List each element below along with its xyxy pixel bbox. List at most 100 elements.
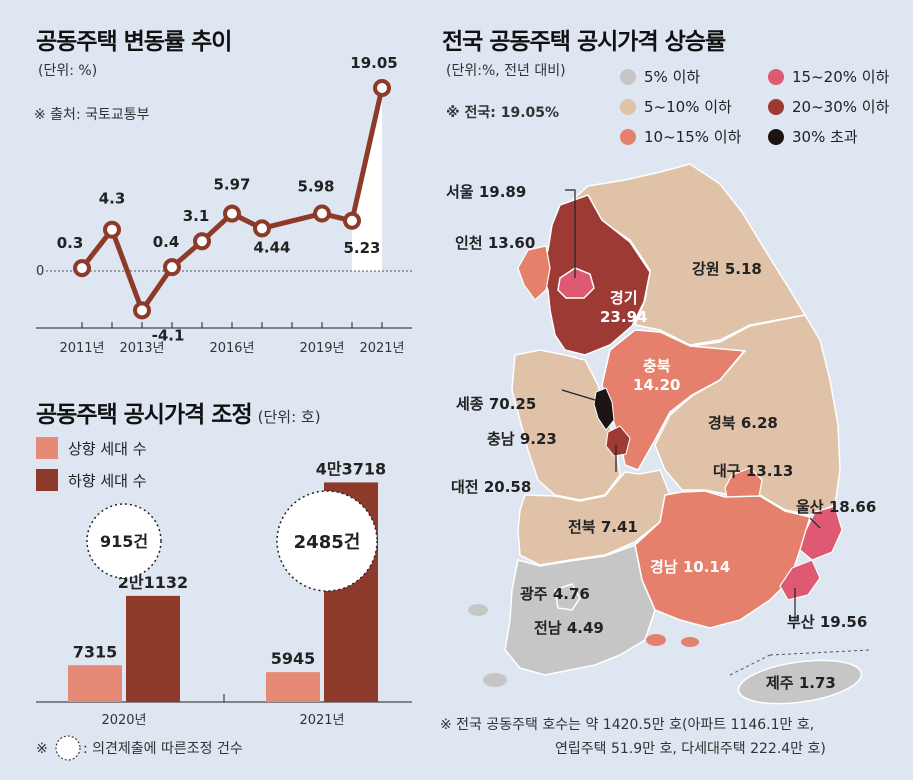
label-gyeongnam: 경남 10.14 <box>650 558 731 576</box>
map-footnote-1: ※ 전국 공동주택 호수는 약 1420.5만 호(아파트 1146.1만 호, <box>440 717 815 733</box>
trend-value-label: -4.1 <box>152 326 185 344</box>
map-legend-3: 20~30% 이하 <box>768 96 889 117</box>
trend-point <box>253 219 271 238</box>
map-unit: (단위:%, 전년 대비) <box>446 63 566 79</box>
region-chungbuk <box>601 329 747 471</box>
adjust-footnote-text: : 의견제출에 따른조정 건수 <box>83 741 243 757</box>
label-chungnam: 충남 9.23 <box>487 430 557 448</box>
label-sejong: 세종 70.25 <box>456 395 537 413</box>
map-legend-5: 30% 초과 <box>768 126 858 147</box>
region-seoul <box>557 267 595 299</box>
korea-map <box>468 163 871 705</box>
label-gyeongbuk: 경북 6.28 <box>708 414 778 432</box>
label-incheon: 인천 13.60 <box>455 234 536 252</box>
island-3 <box>646 634 666 646</box>
trend-point <box>223 204 241 223</box>
trend-value-label: 5.98 <box>297 178 334 196</box>
trend-source: ※ 출처: 국토교통부 <box>34 107 150 123</box>
bubble-2021-label: 2485건 <box>294 532 361 553</box>
label-gyeonggi: 경기 23.94 <box>600 287 647 326</box>
trend-value-label: 4.3 <box>99 190 126 208</box>
label-gangwon: 강원 5.18 <box>692 260 762 278</box>
map-legend-5-swatch <box>768 128 784 145</box>
map-legend-3-swatch <box>768 98 784 115</box>
trend-value-label: 0.3 <box>57 234 84 252</box>
trend-title: 공동주택 변동률 추이 <box>36 29 232 55</box>
bar-value-label: 4만3718 <box>316 459 386 478</box>
region-gyeongbuk <box>654 314 841 516</box>
trend-point <box>373 79 391 97</box>
region-chungnam <box>511 349 621 501</box>
trend-x-tick-label: 2013년 <box>119 341 164 356</box>
map-legend-0-label: 5% 이하 <box>644 68 701 86</box>
map-legend-4-label: 10~15% 이하 <box>644 128 742 146</box>
trend-value-label: 4.44 <box>253 238 290 256</box>
region-ulsan <box>799 505 843 561</box>
trend-point <box>133 301 151 320</box>
legend-down-swatch <box>36 469 58 491</box>
map-legend-4-swatch <box>620 128 636 145</box>
trend-point <box>73 259 91 278</box>
bar-up <box>266 672 320 702</box>
map-legend-2-label: 5~10% 이하 <box>644 98 732 116</box>
label-busan: 부산 19.56 <box>787 613 868 631</box>
trend-x-tick-label: 2016년 <box>209 341 254 356</box>
island-2 <box>483 673 507 687</box>
map-national: ※ 전국: 19.05% <box>446 105 560 121</box>
legend-down: 하향 세대 수 <box>36 469 147 491</box>
ulsan-leader <box>809 517 821 529</box>
trend-value-label: 3.1 <box>183 207 210 225</box>
jeju-inset-line-2 <box>769 649 871 656</box>
label-gyeonggi-name: 경기 <box>609 289 638 307</box>
trend-zero-label: 0 <box>36 264 44 279</box>
legend-up: 상향 세대 수 <box>36 437 147 459</box>
footnote-bubble-icon <box>55 735 81 761</box>
map-title: 전국 공동주택 공시가격 상승률 <box>442 29 726 55</box>
trend-line <box>80 87 385 313</box>
map-legend-5-label: 30% 초과 <box>792 128 858 146</box>
label-seoul: 서울 19.89 <box>446 183 527 201</box>
map-legend-1-label: 15~20% 이하 <box>792 68 890 86</box>
bubble-2020-label: 915건 <box>100 532 148 551</box>
trend-value-label: 19.05 <box>350 54 397 72</box>
trend-unit: (단위: %) <box>38 63 98 79</box>
trend-point <box>343 211 361 230</box>
bar-category-label: 2021년 <box>299 713 344 728</box>
region-jeonnam <box>504 543 656 676</box>
label-chungbuk: 충북 14.20 <box>633 355 680 394</box>
bubble-2021 <box>276 490 378 592</box>
map-legend-2: 5~10% 이하 <box>620 96 732 117</box>
map-legend-0: 5% 이하 <box>620 66 700 87</box>
map-legend-1: 15~20% 이하 <box>768 66 889 87</box>
adjust-chart: 7315 2만1132 2020년 5945 4만3718 2021년 915건 2485… <box>36 459 412 761</box>
bubble-2020 <box>86 503 162 579</box>
adjust-footnote-mark: ※ <box>36 741 48 757</box>
bar-value-label: 2만1132 <box>118 573 188 592</box>
trend-value-label: 5.97 <box>213 176 250 194</box>
label-jeonbuk: 전북 7.41 <box>568 518 638 536</box>
trend-value-label: 5.23 <box>343 239 380 257</box>
region-gwangju <box>554 583 581 611</box>
map-legend-3-label: 20~30% 이하 <box>792 98 890 116</box>
label-gyeonggi-value: 23.94 <box>600 308 648 326</box>
legend-up-swatch <box>36 437 58 459</box>
trend-point <box>103 220 121 239</box>
bar-value-label: 7315 <box>73 642 118 661</box>
adjust-title: 공동주택 공시가격 조정 <box>36 402 253 428</box>
trend-point <box>193 232 211 251</box>
label-chungbuk-name: 충북 <box>642 357 671 375</box>
region-jeju <box>737 659 863 705</box>
map-legend-1-swatch <box>768 68 784 85</box>
region-busan <box>779 559 821 601</box>
region-daejeon <box>605 425 631 457</box>
label-daegu: 대구 13.13 <box>713 462 794 480</box>
jeju-inset-line <box>729 654 771 676</box>
bar-value-label: 5945 <box>271 649 316 668</box>
bar-category-label: 2020년 <box>101 713 146 728</box>
seoul-leader <box>565 189 576 278</box>
adjust-unit: (단위: 호) <box>257 408 321 426</box>
map-legend-0-swatch <box>620 68 636 85</box>
trend-x-tick-label: 2021년 <box>359 341 404 356</box>
trend-value-label: 0.4 <box>153 233 180 251</box>
legend-down-label: 하향 세대 수 <box>68 471 147 490</box>
